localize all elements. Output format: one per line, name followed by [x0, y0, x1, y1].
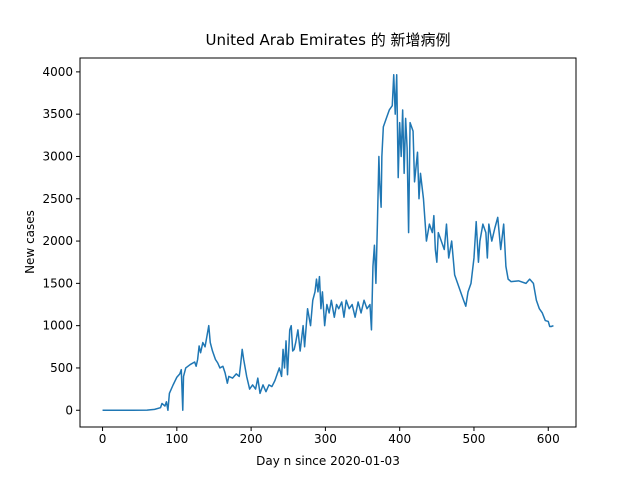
y-tick-label: 1000 — [42, 319, 73, 333]
y-tick-label: 2000 — [42, 234, 73, 248]
x-tick-label: 600 — [537, 432, 560, 446]
x-tick-label: 200 — [240, 432, 263, 446]
x-tick-label: 100 — [165, 432, 188, 446]
y-tick-label: 3000 — [42, 149, 73, 163]
y-tick-label: 2500 — [42, 192, 73, 206]
y-axis-label: New cases — [23, 210, 37, 274]
chart-title: United Arab Emirates 的 新增病例 — [205, 31, 450, 49]
x-tick-label: 300 — [314, 432, 337, 446]
y-tick-label: 500 — [50, 361, 73, 375]
y-tick-label: 4000 — [42, 65, 73, 79]
y-tick-label: 1500 — [42, 276, 73, 290]
data-line — [102, 74, 554, 411]
plot-frame — [79, 57, 577, 428]
x-axis-label: Day n since 2020-01-03 — [256, 454, 400, 468]
y-tick-label: 0 — [65, 403, 73, 417]
x-tick-label: 0 — [99, 432, 107, 446]
x-tick-label: 500 — [463, 432, 486, 446]
x-tick-label: 400 — [388, 432, 411, 446]
y-tick-label: 3500 — [42, 107, 73, 121]
